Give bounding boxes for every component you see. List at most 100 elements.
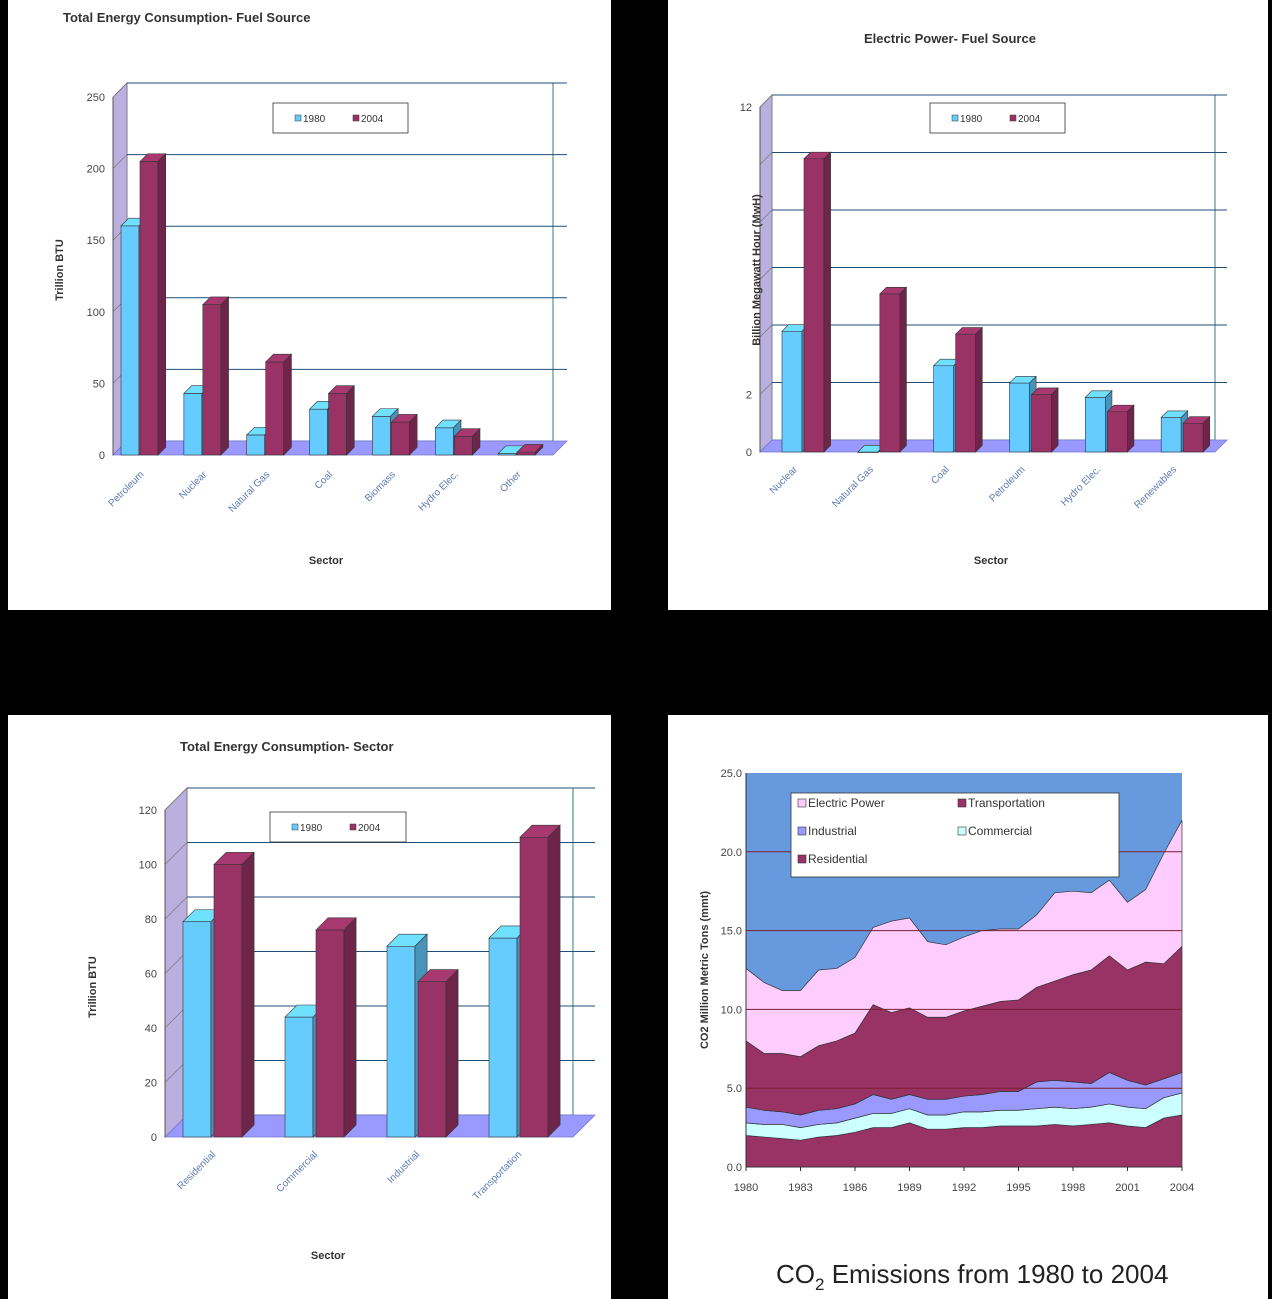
bar-front xyxy=(1031,394,1052,453)
legend-label: Electric Power xyxy=(808,796,885,810)
y-tick-label: 20 xyxy=(145,1078,157,1090)
bar-front xyxy=(183,393,203,456)
legend-label: 1980 xyxy=(300,823,323,834)
bar-2004-natural-gas xyxy=(879,286,908,453)
y-tick-label: 0 xyxy=(99,450,105,462)
chart-panel-electric-power: Electric Power- Fuel Source 0 2 12 Nuclear N… xyxy=(668,0,1268,610)
y-tick-label: 100 xyxy=(87,307,105,319)
gridline-wall xyxy=(164,842,188,865)
chart-co2-emissions: CO2 Emissions from 1980 to 2004 0.0 5.0 10… xyxy=(699,768,1194,1294)
bar-2004-natural-gas xyxy=(264,353,293,456)
legend-label: Commercial xyxy=(968,824,1032,838)
bar-2004-petroleum xyxy=(1030,387,1059,453)
gridline-wall xyxy=(112,82,128,98)
bar-front xyxy=(372,416,391,456)
y-tick-label: 40 xyxy=(145,1023,157,1035)
x-axis-title: Sector xyxy=(309,555,344,567)
bar-front xyxy=(933,365,954,453)
x-axis-title: Sector xyxy=(311,1250,346,1262)
bar-front xyxy=(284,1016,314,1138)
bar-front xyxy=(417,981,447,1138)
bar-front xyxy=(309,408,328,456)
legend-label: 1980 xyxy=(303,114,326,125)
bar-side xyxy=(547,824,561,1138)
x-tick-label: 1995 xyxy=(1006,1182,1030,1194)
y-tick-label: 20.0 xyxy=(721,847,742,859)
bar-2004-commercial xyxy=(315,917,357,1138)
gridline-wall xyxy=(112,154,128,169)
bar-front xyxy=(879,293,901,453)
chart-panel-fuel-source: Total Energy Consumption- Fuel Source 0 5… xyxy=(8,0,611,610)
bar-side xyxy=(975,326,983,453)
x-tick-label: Transportation xyxy=(471,1149,524,1202)
x-tick-label: 1992 xyxy=(952,1182,976,1194)
bar-2004-petroleum xyxy=(139,153,167,456)
bar-front xyxy=(328,393,347,456)
x-tick-label: Coal xyxy=(929,464,951,486)
x-tick-label: Renewables xyxy=(1133,464,1180,511)
y-axis-title: Trillion BTU xyxy=(87,956,99,1018)
y-tick-label: 0.0 xyxy=(727,1162,742,1174)
back-wall xyxy=(126,82,554,442)
bar-side xyxy=(1051,387,1059,453)
bar-front xyxy=(1182,422,1204,453)
legend-swatch xyxy=(294,114,302,122)
chart-sector: Total Energy Consumption- Sector 0 20 40 60… xyxy=(87,739,596,1262)
bar-side xyxy=(534,443,544,456)
chart-electric-power: Electric Power- Fuel Source 0 2 12 Nuclear N… xyxy=(740,31,1228,567)
bar-front xyxy=(519,836,549,1138)
y-tick-label: 12 xyxy=(740,102,752,114)
legend: Electric Power Transportation Industrial Co… xyxy=(790,792,1120,878)
bar-2004-renewables xyxy=(1182,415,1211,453)
legend-swatch xyxy=(797,826,807,836)
bar-front xyxy=(182,921,212,1138)
y-tick-label: 150 xyxy=(87,235,105,247)
x-tick-label: 1983 xyxy=(788,1182,812,1194)
bar-front xyxy=(488,937,518,1138)
y-tick-label: 10.0 xyxy=(721,1004,742,1016)
bar-front xyxy=(803,158,825,453)
legend-swatch xyxy=(1009,114,1017,122)
bar-front xyxy=(202,304,222,456)
gridline-wall xyxy=(759,152,773,165)
x-tick-label: Industrial xyxy=(386,1149,422,1185)
bar-2004-transportation xyxy=(519,824,561,1138)
x-tick-label: Residential xyxy=(175,1149,218,1192)
bar-2004-hydro-elec- xyxy=(1106,404,1135,453)
bar-side xyxy=(409,413,418,456)
y-tick-label: 200 xyxy=(87,164,105,176)
x-tick-label: Nuclear xyxy=(177,469,210,502)
y-tick-label: 50 xyxy=(93,378,105,390)
x-tick-label: Petroleum xyxy=(107,469,147,509)
y-tick-label: 5.0 xyxy=(727,1083,742,1095)
bar-2004-hydro-elec- xyxy=(453,427,481,456)
y-tick-label: 0 xyxy=(746,447,752,459)
bar-front xyxy=(1107,411,1128,453)
y-tick-label: 15.0 xyxy=(721,926,742,938)
bar-2004-nuclear xyxy=(202,296,230,456)
legend-label: Residential xyxy=(808,852,867,866)
legend-label: Industrial xyxy=(808,824,857,838)
x-tick-label: Biomass xyxy=(363,469,398,504)
bar-side xyxy=(157,153,166,456)
y-tick-label: 120 xyxy=(139,805,157,817)
bar-front xyxy=(265,361,285,456)
legend-box xyxy=(269,811,407,843)
bar-front xyxy=(1085,397,1106,453)
bar-front xyxy=(955,333,976,453)
legend-swatch xyxy=(797,798,807,808)
bar-front xyxy=(386,945,416,1138)
y-tick-label: 250 xyxy=(87,92,105,104)
legend-label: Transportation xyxy=(968,796,1045,810)
legend-swatch xyxy=(349,823,357,831)
legend-box xyxy=(790,792,1120,878)
bar-2004-coal xyxy=(327,384,355,456)
gridline-wall xyxy=(164,896,188,920)
x-tick-label: 2001 xyxy=(1115,1182,1139,1194)
footer-caption: CO2 Emissions from 1980 to 2004 xyxy=(776,1259,1168,1294)
y-tick-label: 2 xyxy=(746,390,752,402)
bar-side xyxy=(823,151,831,453)
bar-front xyxy=(781,330,803,453)
chart-title: Total Energy Consumption- Sector xyxy=(180,739,394,754)
legend-label: 2004 xyxy=(361,114,384,125)
